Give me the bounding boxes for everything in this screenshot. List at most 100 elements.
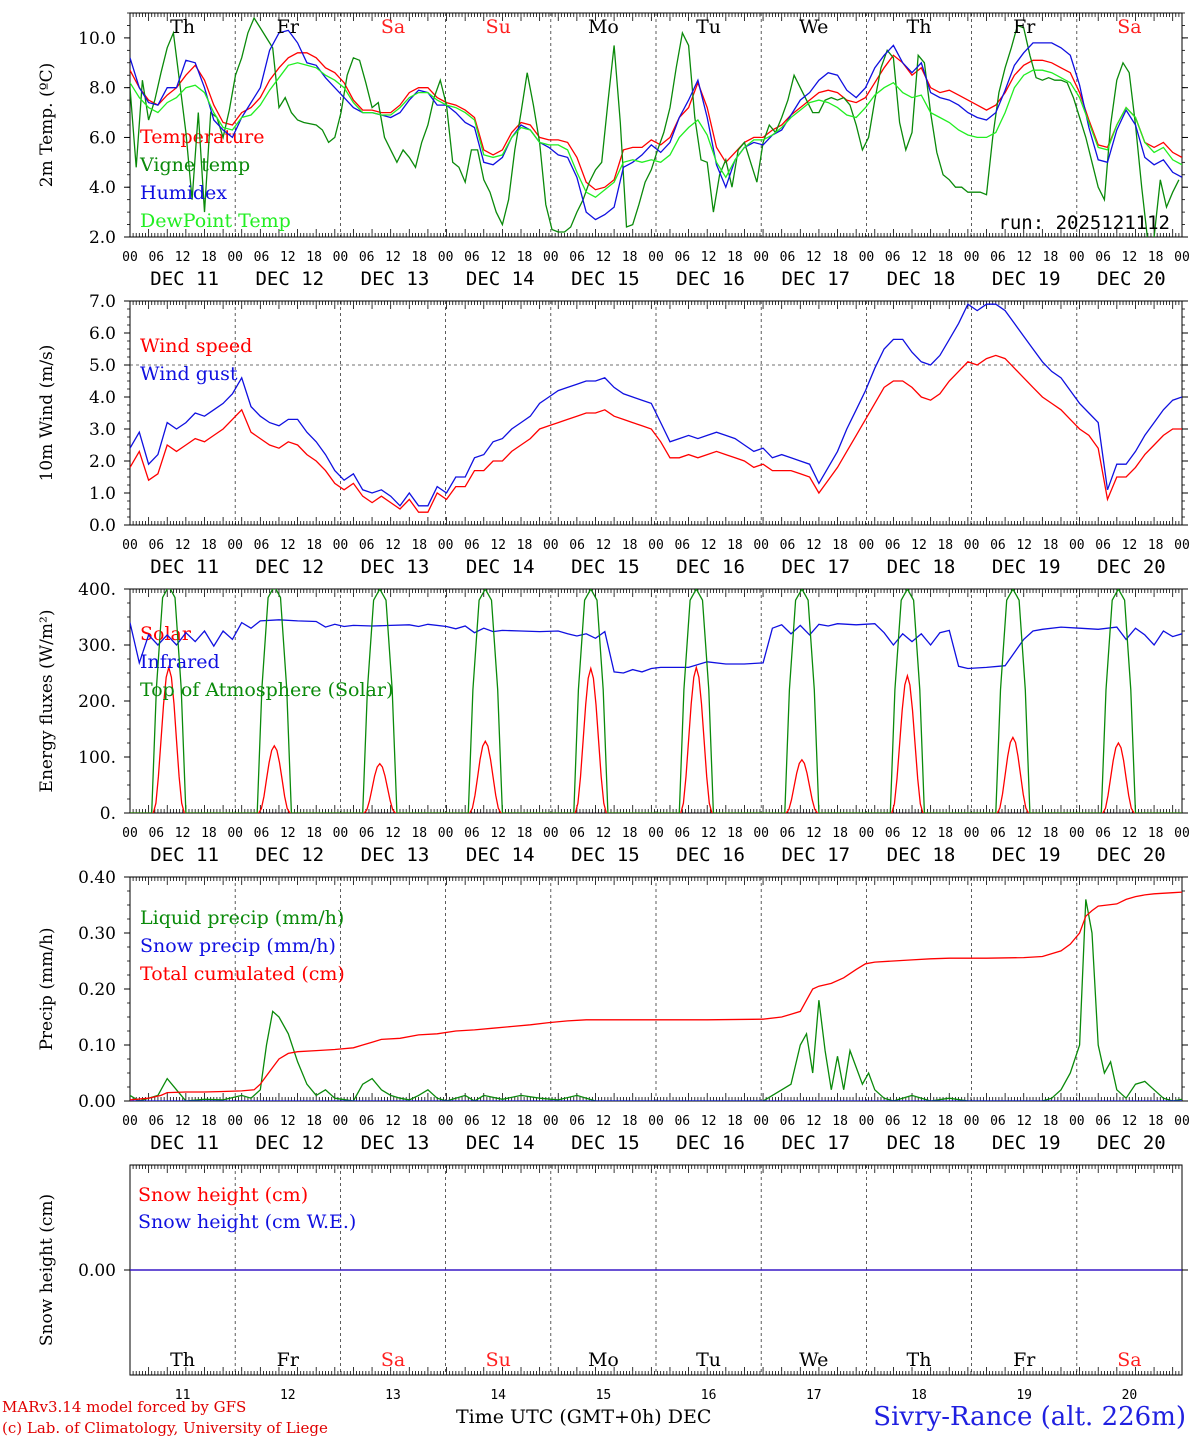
y-tick-label: 10.0 bbox=[78, 29, 116, 49]
y-tick-label: 4.0 bbox=[89, 388, 116, 408]
hour-tick-label: 12 bbox=[1122, 538, 1138, 553]
hour-tick-label: 00 bbox=[543, 1114, 559, 1129]
hour-tick-label: 00 bbox=[122, 250, 138, 265]
date-label: DEC 16 bbox=[676, 844, 745, 866]
hour-tick-label: 00 bbox=[753, 250, 769, 265]
hour-tick-label: 00 bbox=[227, 826, 243, 841]
hour-tick-label: 18 bbox=[1043, 826, 1059, 841]
hour-tick-label: 06 bbox=[359, 250, 375, 265]
date-label: DEC 15 bbox=[571, 844, 640, 866]
y-axis-label: Snow height (cm) bbox=[37, 1194, 57, 1346]
hour-tick-label: 06 bbox=[464, 250, 480, 265]
hour-tick-label: 06 bbox=[148, 538, 164, 553]
y-tick-label: 7.0 bbox=[89, 292, 116, 312]
hour-tick-label: 00 bbox=[438, 1114, 454, 1129]
hour-tick-label: 12 bbox=[596, 1114, 612, 1129]
date-label: DEC 13 bbox=[361, 1132, 430, 1154]
hour-tick-label: 06 bbox=[569, 1114, 585, 1129]
date-label: DEC 16 bbox=[676, 556, 745, 578]
hour-tick-label: 18 bbox=[411, 826, 427, 841]
date-label: DEC 13 bbox=[361, 268, 430, 290]
hour-tick-label: 06 bbox=[780, 250, 796, 265]
hour-tick-label: 12 bbox=[1016, 538, 1032, 553]
hour-tick-label: 18 bbox=[201, 826, 217, 841]
hour-tick-label: 00 bbox=[859, 538, 875, 553]
bottom-day-number: 18 bbox=[911, 1388, 927, 1403]
hour-tick-label: 12 bbox=[596, 250, 612, 265]
hour-tick-label: 12 bbox=[806, 250, 822, 265]
date-label: DEC 18 bbox=[887, 268, 956, 290]
hour-tick-label: 00 bbox=[227, 250, 243, 265]
hour-tick-label: 12 bbox=[596, 826, 612, 841]
day-name: Tu bbox=[696, 16, 721, 38]
hour-tick-label: 06 bbox=[464, 538, 480, 553]
hour-tick-label: 00 bbox=[964, 826, 980, 841]
date-label: DEC 15 bbox=[571, 1132, 640, 1154]
hour-tick-label: 00 bbox=[333, 1114, 349, 1129]
hour-tick-label: 12 bbox=[701, 826, 717, 841]
hour-tick-label: 06 bbox=[569, 826, 585, 841]
hour-tick-label: 06 bbox=[464, 826, 480, 841]
hour-tick-label: 18 bbox=[517, 826, 533, 841]
hour-tick-label: 18 bbox=[306, 538, 322, 553]
hour-tick-label: 00 bbox=[859, 826, 875, 841]
date-label: DEC 14 bbox=[466, 556, 535, 578]
y-tick-label: 8.0 bbox=[89, 79, 116, 99]
hour-tick-label: 12 bbox=[490, 250, 506, 265]
series-line-temp-3 bbox=[130, 62, 1182, 198]
hour-tick-label: 06 bbox=[254, 250, 270, 265]
hour-tick-label: 12 bbox=[280, 1114, 296, 1129]
date-label: DEC 12 bbox=[255, 268, 324, 290]
date-label: DEC 16 bbox=[676, 268, 745, 290]
day-name: Th bbox=[907, 16, 932, 38]
y-axis-label: 2m Temp. (ºC) bbox=[37, 63, 57, 188]
bottom-day-name: Th bbox=[170, 1349, 195, 1371]
legend-entry: Snow precip (mm/h) bbox=[140, 935, 336, 957]
y-tick-label: 6.0 bbox=[89, 128, 116, 148]
bottom-day-name: Sa bbox=[381, 1349, 405, 1371]
hour-tick-label: 06 bbox=[359, 826, 375, 841]
y-axis-label: Precip (mm/h) bbox=[37, 927, 57, 1050]
hour-tick-label: 12 bbox=[806, 1114, 822, 1129]
hour-tick-label: 06 bbox=[885, 250, 901, 265]
y-tick-label: 0.40 bbox=[78, 868, 116, 888]
legend-entry: Snow height (cm) bbox=[138, 1184, 308, 1206]
legend-entry: Liquid precip (mm/h) bbox=[140, 907, 344, 929]
hour-tick-label: 00 bbox=[438, 538, 454, 553]
model-credit: MARv3.14 model forced by GFS bbox=[2, 1398, 247, 1416]
hour-tick-label: 00 bbox=[1174, 538, 1190, 553]
y-tick-label: 1.0 bbox=[89, 484, 116, 504]
legend-entry: Humidex bbox=[140, 182, 227, 204]
hour-tick-label: 18 bbox=[727, 826, 743, 841]
hour-tick-label: 06 bbox=[359, 1114, 375, 1129]
hour-tick-label: 06 bbox=[885, 826, 901, 841]
day-name: Fr bbox=[277, 16, 300, 38]
legend-entry: Top of Atmosphere (Solar) bbox=[140, 679, 393, 701]
hour-tick-label: 00 bbox=[227, 1114, 243, 1129]
y-tick-label: 200. bbox=[78, 692, 116, 712]
hour-tick-label: 12 bbox=[385, 1114, 401, 1129]
y-axis-label: Energy fluxes (W/m²) bbox=[37, 610, 57, 793]
series-line-precip-0 bbox=[130, 899, 1182, 1101]
y-tick-label: 0.00 bbox=[78, 1092, 116, 1112]
date-label: DEC 19 bbox=[992, 844, 1061, 866]
hour-tick-label: 18 bbox=[727, 1114, 743, 1129]
bottom-day-name: Mo bbox=[588, 1349, 619, 1371]
hour-tick-label: 12 bbox=[280, 538, 296, 553]
hour-tick-label: 18 bbox=[517, 538, 533, 553]
hour-tick-label: 12 bbox=[911, 250, 927, 265]
date-label: DEC 12 bbox=[255, 1132, 324, 1154]
date-label: DEC 20 bbox=[1097, 556, 1166, 578]
hour-tick-label: 12 bbox=[1016, 1114, 1032, 1129]
bottom-day-number: 16 bbox=[701, 1388, 717, 1403]
hour-tick-label: 18 bbox=[411, 538, 427, 553]
legend-entry: Snow height (cm W.E.) bbox=[138, 1211, 356, 1233]
hour-tick-label: 18 bbox=[832, 826, 848, 841]
hour-tick-label: 18 bbox=[306, 250, 322, 265]
hour-tick-label: 18 bbox=[1148, 826, 1164, 841]
hour-tick-label: 06 bbox=[674, 250, 690, 265]
hour-tick-label: 12 bbox=[911, 538, 927, 553]
bottom-day-number: 20 bbox=[1122, 1388, 1138, 1403]
x-axis-title: Time UTC (GMT+0h) DEC bbox=[456, 1406, 711, 1428]
